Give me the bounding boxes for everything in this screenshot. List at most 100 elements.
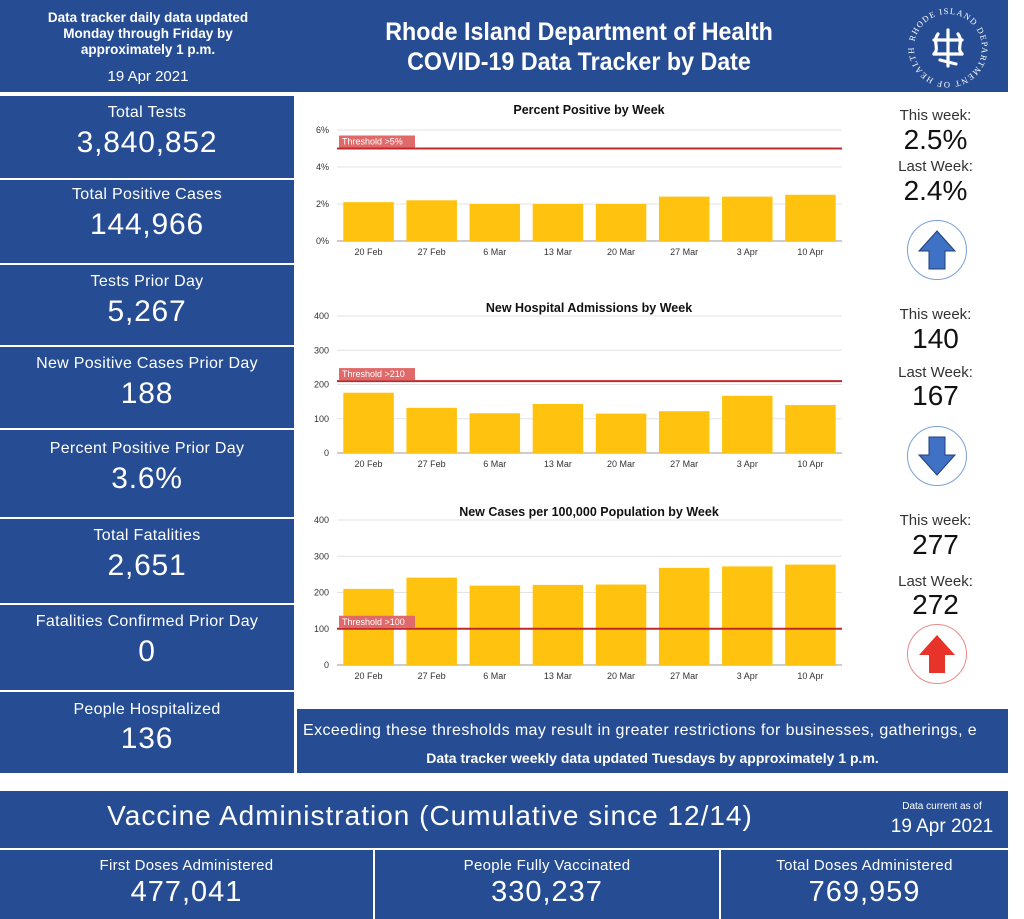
x-tick-label: 13 Mar bbox=[544, 459, 572, 469]
threshold-label: Threshold >210 bbox=[342, 369, 405, 379]
y-tick-label: 300 bbox=[314, 345, 329, 355]
chart-panel-new-hospital-admissions-by-week: New Hospital Admissions by Week 0 100 200 30… bbox=[297, 292, 861, 494]
y-tick-label: 6% bbox=[316, 125, 329, 135]
x-tick-label: 10 Apr bbox=[797, 247, 823, 257]
stat-value: 3,840,852 bbox=[76, 126, 218, 159]
arrow-down-icon bbox=[907, 426, 967, 486]
this-week-value: 2.5% bbox=[903, 124, 968, 155]
y-tick-label: 0 bbox=[324, 660, 329, 670]
vaccine-box-first-doses: First Doses Administered 477,041 bbox=[0, 850, 373, 919]
arrow-shape bbox=[917, 230, 957, 270]
stat-label: Total Positive Cases bbox=[71, 186, 223, 203]
stat-value: 2,651 bbox=[107, 549, 187, 582]
arrow-up-icon bbox=[907, 220, 967, 280]
bar bbox=[658, 411, 710, 453]
chart-title: Percent Positive by Week bbox=[513, 103, 664, 117]
x-tick-label: 3 Apr bbox=[737, 459, 758, 469]
chart-title: New Cases per 100,000 Population by Week bbox=[459, 505, 719, 519]
stat-value: 0 bbox=[138, 635, 156, 668]
x-tick-label: 20 Mar bbox=[607, 459, 635, 469]
bar bbox=[785, 194, 836, 241]
y-tick-label: 2% bbox=[316, 199, 329, 209]
y-tick-label: 0% bbox=[316, 236, 329, 246]
stat-tests-prior-day: Tests Prior Day 5,267 bbox=[0, 265, 294, 345]
title-line-2: COVID-19 Data Tracker by Date bbox=[407, 48, 751, 76]
this-week-value: 277 bbox=[912, 529, 959, 560]
threshold-label: Threshold >5% bbox=[342, 137, 403, 147]
bar bbox=[406, 200, 457, 241]
x-tick-label: 20 Feb bbox=[355, 671, 383, 681]
stat-people-hospitalized: People Hospitalized 136 bbox=[0, 692, 294, 773]
bar bbox=[532, 584, 584, 665]
threshold-note: Exceeding these thresholds may result in… bbox=[297, 709, 1008, 773]
x-tick-label: 6 Mar bbox=[483, 459, 506, 469]
arrow-up-icon bbox=[907, 624, 967, 684]
stat-label: Total Fatalities bbox=[93, 527, 201, 544]
last-week-label: Last Week: bbox=[898, 573, 973, 590]
stat-fatalities-confirmed-prior-day: Fatalities Confirmed Prior Day 0 bbox=[0, 605, 294, 690]
x-tick-label: 27 Mar bbox=[670, 247, 698, 257]
stat-label: New Positive Cases Prior Day bbox=[36, 355, 258, 372]
threshold-note-text: Exceeding these thresholds may result in… bbox=[303, 722, 978, 739]
y-tick-label: 200 bbox=[314, 380, 329, 390]
stat-value: 5,267 bbox=[107, 295, 187, 328]
vaccine-header: Vaccine Administration (Cumulative since… bbox=[0, 791, 1008, 848]
bar bbox=[343, 202, 394, 241]
vaccine-box-label: First Doses Administered bbox=[99, 857, 274, 874]
stat-label: Total Tests bbox=[107, 104, 187, 121]
weekly-update-note: Data tracker weekly data updated Tuesday… bbox=[426, 750, 879, 766]
last-week-label: Last Week: bbox=[898, 364, 973, 381]
x-tick-label: 27 Feb bbox=[418, 247, 446, 257]
chart-panel-percent-positive-by-week: Percent Positive by Week 0% 2% 4% 6% 20 Feb 27… bbox=[297, 94, 861, 290]
stat-total-tests: Total Tests 3,840,852 bbox=[0, 96, 294, 178]
seal-emblem bbox=[932, 28, 964, 68]
y-tick-label: 300 bbox=[314, 551, 329, 561]
stat-label: People Hospitalized bbox=[73, 701, 221, 718]
y-tick-label: 400 bbox=[314, 311, 329, 321]
last-week-value: 167 bbox=[912, 380, 959, 411]
stat-total-fatalities: Total Fatalities 2,651 bbox=[0, 519, 294, 603]
x-tick-label: 20 Mar bbox=[607, 247, 635, 257]
y-tick-label: 0 bbox=[324, 448, 329, 458]
stat-label: Percent Positive Prior Day bbox=[49, 440, 245, 457]
bar bbox=[658, 567, 710, 665]
x-tick-label: 27 Mar bbox=[670, 671, 698, 681]
vaccine-box-value: 330,237 bbox=[491, 876, 603, 908]
x-tick-label: 27 Feb bbox=[418, 671, 446, 681]
chart-title: New Hospital Admissions by Week bbox=[486, 301, 692, 315]
arrow-shape bbox=[919, 635, 955, 673]
bar bbox=[785, 564, 836, 665]
x-tick-label: 20 Feb bbox=[355, 459, 383, 469]
bar bbox=[595, 413, 647, 453]
weekly-summary-new-cases-per-100-000-population-by-week: This week: 277 Last Week: 272 bbox=[863, 496, 1008, 708]
vaccine-current-label: Data current as of bbox=[902, 801, 982, 812]
vaccine-box-label: People Fully Vaccinated bbox=[463, 857, 631, 874]
this-week-label: This week: bbox=[899, 512, 972, 529]
bar bbox=[343, 392, 394, 453]
bar bbox=[469, 204, 521, 241]
bar bbox=[658, 196, 710, 241]
vaccine-box-total-doses: Total Doses Administered 769,959 bbox=[721, 850, 1008, 919]
threshold-label-bg bbox=[339, 135, 415, 148]
vaccine-title: Vaccine Administration (Cumulative since… bbox=[107, 800, 753, 831]
daily-update-note: Data tracker daily data updated Monday t… bbox=[47, 10, 249, 57]
ri-doh-seal-logo: RHODE ISLAND DEPARTMENT OF HEALTH bbox=[906, 6, 989, 90]
stat-label: Tests Prior Day bbox=[90, 273, 204, 290]
vaccine-current-date: 19 Apr 2021 bbox=[890, 816, 994, 837]
bar bbox=[595, 204, 647, 241]
bar bbox=[722, 196, 773, 241]
chart-panel-new-cases-per-100-000-population-by-week: New Cases per 100,000 Population by Week… bbox=[297, 496, 861, 708]
x-tick-label: 20 Feb bbox=[355, 247, 383, 257]
stat-value: 3.6% bbox=[111, 462, 183, 495]
vaccine-box-label: Total Doses Administered bbox=[776, 857, 953, 874]
header-date: 19 Apr 2021 bbox=[107, 68, 189, 85]
y-tick-label: 200 bbox=[314, 588, 329, 598]
bar bbox=[722, 395, 773, 453]
header-logo-block: RHODE ISLAND DEPARTMENT OF HEALTH bbox=[862, 0, 1008, 92]
this-week-value: 140 bbox=[912, 323, 959, 354]
bar bbox=[785, 405, 836, 453]
this-week-label: This week: bbox=[899, 107, 972, 124]
header-left: Data tracker daily data updated Monday t… bbox=[0, 0, 296, 92]
bar bbox=[532, 204, 584, 241]
bar bbox=[469, 413, 521, 453]
